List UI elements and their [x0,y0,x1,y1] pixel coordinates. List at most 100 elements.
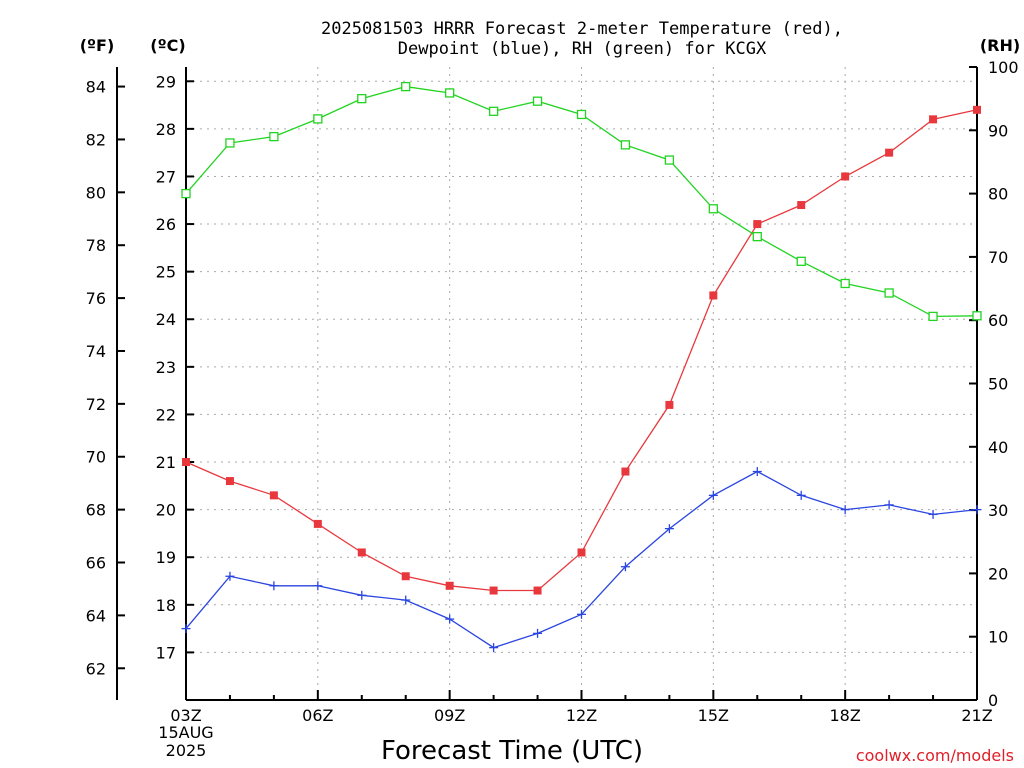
rh-unit-label: (RH) [980,36,1020,55]
celsius-tick-label: 20 [156,501,176,520]
celsius-tick-label: 26 [156,215,176,234]
dewpoint-point [620,562,630,572]
temperature-point [621,467,630,476]
rh-tick-label: 90 [988,121,1008,140]
x-tick-label: 21Z [961,706,992,725]
temperature-point [269,491,278,500]
dewpoint-point [796,490,806,500]
temperature-point [973,105,981,114]
temperature-point [533,586,542,595]
fahrenheit-tick-label: 80 [86,183,106,202]
dewpoint-point [181,624,191,634]
celsius-unit-label: (ºC) [150,36,185,55]
temperature-point [182,458,190,467]
chart-title-line2: Dewpoint (blue), RH (green) for KCGX [398,39,767,59]
x-tick-label: 12Z [566,706,597,725]
rh-tick-label: 0 [988,691,998,710]
temperature-point [797,201,806,210]
dewpoint-point [577,609,586,619]
rh-tick-label: 30 [988,501,1008,520]
fahrenheit-tick-label: 78 [86,236,106,255]
rh-point [488,106,499,116]
date-day-label: 15AUG [158,723,213,742]
temperature-point [665,400,674,409]
temperature-point [489,586,498,595]
rh-tick-label: 80 [988,185,1008,204]
dewpoint-point [708,490,718,500]
rh-tick-label: 60 [988,311,1008,330]
dewpoint-point [884,500,894,510]
rh-point [928,311,938,322]
dewpoint-point [401,595,411,605]
fahrenheit-tick-label: 74 [86,342,106,361]
celsius-tick-label: 17 [156,643,176,662]
dewpoint-point [269,581,279,591]
temperature-series-line [185,109,978,592]
rh-point [269,131,279,142]
rh-tick-label: 50 [988,375,1008,394]
fahrenheit-tick-label: 68 [86,501,106,520]
x-tick-label: 09Z [434,706,465,725]
temperature-point [225,477,234,486]
dewpoint-point [752,467,762,477]
fahrenheit-tick-label: 64 [86,606,106,625]
fahrenheit-tick-label: 84 [86,78,106,97]
rh-point [664,155,675,165]
celsius-tick-label: 28 [156,120,176,139]
rh-point [401,81,411,92]
fahrenheit-tick-label: 70 [86,448,106,467]
fahrenheit-tick-label: 72 [86,395,106,414]
dewpoint-point [664,524,674,534]
temperature-point [753,220,762,229]
celsius-tick-label: 22 [156,405,176,424]
dewpoint-point [928,509,938,519]
rh-point [620,140,631,150]
rh-point [840,278,850,289]
rh-tick-label: 10 [988,628,1008,647]
celsius-tick-label: 29 [156,72,176,91]
dewpoint-point [313,581,323,591]
temperature-point [401,572,410,581]
rh-point [884,288,894,298]
x-tick-label: 03Z [170,706,201,725]
x-tick-label: 06Z [302,706,333,725]
rh-point [181,188,191,199]
fahrenheit-tick-label: 66 [86,554,106,573]
celsius-tick-label: 24 [156,310,176,329]
temperature-point [357,548,366,557]
fahrenheit-tick-label: 62 [86,659,106,678]
dewpoint-point [533,628,543,638]
dewpoint-point [225,571,235,581]
celsius-tick-label: 27 [156,167,176,186]
temperature-point [709,291,718,300]
celsius-tick-label: 23 [156,358,176,377]
dewpoint-point [357,590,367,600]
temperature-point [445,581,454,590]
fahrenheit-tick-label: 76 [86,289,106,308]
celsius-tick-label: 19 [156,548,176,567]
x-tick-label: 18Z [830,706,861,725]
axes [116,66,978,701]
rh-tick-label: 70 [988,248,1008,267]
rh-tick-label: 100 [988,58,1019,77]
rh-point [576,109,587,120]
credit-text: coolwx.com/models [856,746,1014,765]
celsius-tick-label: 21 [156,453,176,472]
rh-point [225,138,235,148]
dewpoint-point [445,614,455,624]
grid [186,67,977,700]
rh-tick-label: 20 [988,564,1008,583]
rh-point [708,204,718,214]
dewpoint-point [489,643,499,653]
rh-point [972,311,982,321]
tick-labels: 62 64 66 68 70 72 74 76 78 80 82 84 17 18 19 20 21 22 23 24… [86,58,1019,725]
fahrenheit-tick-label: 82 [86,130,106,149]
data-series [181,81,982,653]
rh-point [357,94,367,104]
temperature-point [577,548,586,557]
rh-point [313,114,323,124]
rh-point [752,231,762,242]
temperature-point [885,148,894,157]
x-axis-title: Forecast Time (UTC) [381,736,643,766]
